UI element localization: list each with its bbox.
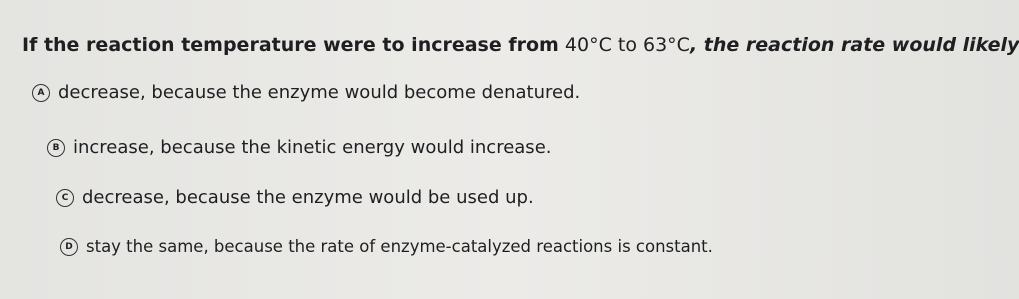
- option-text: decrease, because the enzyme would becom…: [58, 82, 581, 103]
- option-text: increase, because the kinetic energy wou…: [73, 137, 552, 158]
- option-text: stay the same, because the rate of enzym…: [86, 237, 713, 256]
- option-letter: B: [47, 138, 65, 157]
- question-lead: If the reaction temperature were to incr…: [22, 34, 559, 56]
- option-letter: A: [32, 83, 50, 102]
- question: If the reaction temperature were to incr…: [22, 34, 1019, 56]
- option-letter: D: [60, 237, 78, 256]
- question-range: 40°C to 63°C: [564, 34, 690, 56]
- option-letter: C: [56, 188, 74, 207]
- question-tail: , the reaction rate would likely: [689, 34, 1019, 56]
- option-text: decrease, because the enzyme would be us…: [82, 187, 534, 208]
